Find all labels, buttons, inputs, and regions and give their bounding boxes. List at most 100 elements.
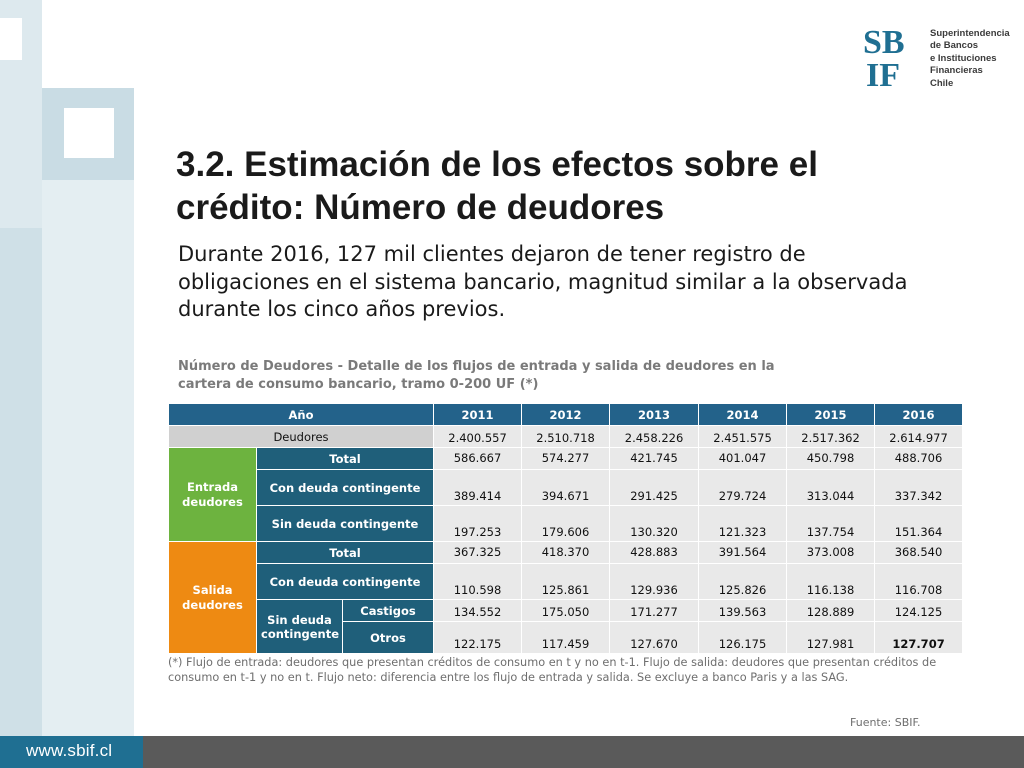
- table-row-salida-con: Con deuda contingente 110.598 125.861 12…: [169, 563, 964, 600]
- table-cell: 428.883: [609, 541, 700, 564]
- table-cell: 367.325: [433, 541, 523, 564]
- slide-title: 3.2. Estimación de los efectos sobre el …: [176, 143, 976, 229]
- decor-panel: [0, 18, 22, 60]
- table-cell: 2.458.226: [609, 425, 700, 448]
- header-year: 2013: [609, 403, 700, 426]
- table-cell: 122.175: [433, 621, 523, 654]
- logo-line: Superintendencia: [930, 28, 1010, 39]
- table-row-salida-total: Salida deudores Total 367.325 418.370 42…: [168, 541, 964, 654]
- header-year: 2016: [874, 403, 964, 426]
- footnote-line: (*) Flujo de entrada: deudores que prese…: [168, 656, 937, 669]
- table-row-deudores: Deudores 2.400.557 2.510.718 2.458.226 2…: [167, 425, 964, 448]
- row-label: Total: [255, 541, 435, 564]
- table-cell: 2.517.362: [786, 425, 876, 448]
- logo-line: de Bancos: [930, 40, 979, 52]
- table-cell: 2.510.718: [521, 425, 611, 448]
- table-cell: 137.754: [786, 505, 876, 542]
- table-cell: 291.425: [609, 469, 700, 506]
- table-cell: 450.798: [786, 447, 876, 470]
- table-cell: 125.861: [521, 563, 611, 600]
- decor-panel: [42, 180, 134, 736]
- table-cell: 127.670: [609, 621, 700, 654]
- table-cell: 121.323: [698, 505, 788, 542]
- table-cell: 389.414: [433, 469, 523, 506]
- table-row-entrada-con: Con deuda contingente 389.414 394.671 29…: [169, 469, 964, 506]
- row-label: Otros: [341, 621, 435, 654]
- logo-letters-bottom: IF: [866, 57, 900, 88]
- table-cell: 279.724: [698, 469, 788, 506]
- intro-line: obligaciones en el sistema bancario, mag…: [178, 269, 908, 294]
- table-cell: 488.706: [874, 447, 964, 470]
- footer-url-link[interactable]: www.sbif.cl: [26, 741, 113, 760]
- table-cell: 2.400.557: [433, 425, 523, 448]
- row-label-sin-deuda: Sin deuda contingente: [256, 599, 343, 654]
- slide-title-line: crédito: Número de deudores: [176, 188, 665, 227]
- table-cell: 391.564: [698, 541, 788, 564]
- table-cell: 2.451.575: [698, 425, 788, 448]
- logo-wordmark: Superintendencia de Bancos e Institucion…: [930, 28, 1010, 90]
- table-cell: 179.606: [521, 505, 611, 542]
- table-cell: 130.320: [609, 505, 700, 542]
- table-cell: 418.370: [521, 541, 611, 564]
- table-cell: 401.047: [698, 447, 788, 470]
- slide-title-line: 3.2. Estimación de los efectos sobre el: [176, 145, 818, 184]
- table-cell: 127.981: [786, 621, 876, 654]
- table-cell: 151.364: [874, 505, 964, 542]
- group-label-entrada: Entrada deudores: [168, 447, 257, 542]
- header-year: 2011: [433, 403, 523, 426]
- table-cell: 126.175: [698, 621, 788, 654]
- logo-line: Financieras: [930, 65, 983, 77]
- table-cell: 175.050: [521, 599, 611, 622]
- row-label: Total: [255, 447, 435, 470]
- header-year: 2015: [786, 403, 876, 426]
- table-row-entrada-sin: Sin deuda contingente 197.253 179.606 13…: [169, 505, 964, 542]
- source-note: Fuente: SBIF.: [850, 716, 921, 729]
- table-cell: 313.044: [786, 469, 876, 506]
- table-cell: 197.253: [433, 505, 523, 542]
- footer-url-box: [0, 736, 143, 768]
- table-cell: 134.552: [433, 599, 523, 622]
- table-cell: 110.598: [433, 563, 523, 600]
- group-label-salida: Salida deudores: [168, 541, 257, 654]
- table-cell: 116.138: [786, 563, 876, 600]
- table-row-salida-otros: Otros 122.175 117.459 127.670 126.175 12…: [169, 621, 964, 654]
- table-cell: 125.826: [698, 563, 788, 600]
- caption-line: cartera de consumo bancario, tramo 0-200…: [178, 377, 539, 392]
- table-cell: 124.125: [874, 599, 964, 622]
- header-year: 2012: [521, 403, 611, 426]
- table-footnote: (*) Flujo de entrada: deudores que prese…: [168, 656, 968, 685]
- decor-panel: [0, 228, 42, 736]
- table-cell: 337.342: [874, 469, 964, 506]
- table-row-entrada-total: Entrada deudores Total 586.667 574.277 4…: [168, 447, 964, 542]
- footnote-line: consumo en t-1 y no en t. Flujo neto: di…: [168, 670, 849, 684]
- row-label: Deudores: [167, 425, 435, 448]
- table-caption: Número de Deudores - Detalle de los fluj…: [178, 358, 878, 394]
- sbif-logo: SB IF Superintendencia de Bancos e Insti…: [862, 24, 1012, 90]
- table-header-row: Año 2011 2012 2013 2014 2015 2016: [167, 403, 964, 426]
- table-cell: 129.936: [609, 563, 700, 600]
- table-cell: 368.540: [874, 541, 964, 564]
- table-cell: 373.008: [786, 541, 876, 564]
- table-cell: 394.671: [521, 469, 611, 506]
- table-cell: 2.614.977: [874, 425, 964, 448]
- row-label: Con deuda contingente: [255, 469, 435, 506]
- table-cell: 586.667: [433, 447, 523, 470]
- table-cell: 139.563: [698, 599, 788, 622]
- table-cell: 128.889: [786, 599, 876, 622]
- footer-bar: [0, 736, 1024, 768]
- decor-panel: [64, 108, 114, 158]
- header-year-label: Año: [167, 403, 435, 426]
- sbif-logo-mark: SB IF: [863, 24, 920, 88]
- table-cell: 116.708: [874, 563, 964, 600]
- table-cell: 574.277: [521, 447, 611, 470]
- table-cell: 117.459: [521, 621, 611, 654]
- intro-line: Durante 2016, 127 mil clientes dejaron d…: [178, 242, 806, 266]
- table-row-salida-castigos: Sin deuda contingente Castigos 134.552 1…: [169, 599, 964, 654]
- row-label: Con deuda contingente: [255, 563, 435, 600]
- logo-letters-top: SB: [863, 24, 905, 61]
- deudores-table: Año 2011 2012 2013 2014 2015 2016 Deudor…: [167, 403, 964, 654]
- table-cell: 171.277: [609, 599, 700, 622]
- logo-line: Chile: [930, 77, 954, 89]
- row-label: Sin deuda contingente: [255, 505, 435, 542]
- header-year: 2014: [698, 403, 788, 426]
